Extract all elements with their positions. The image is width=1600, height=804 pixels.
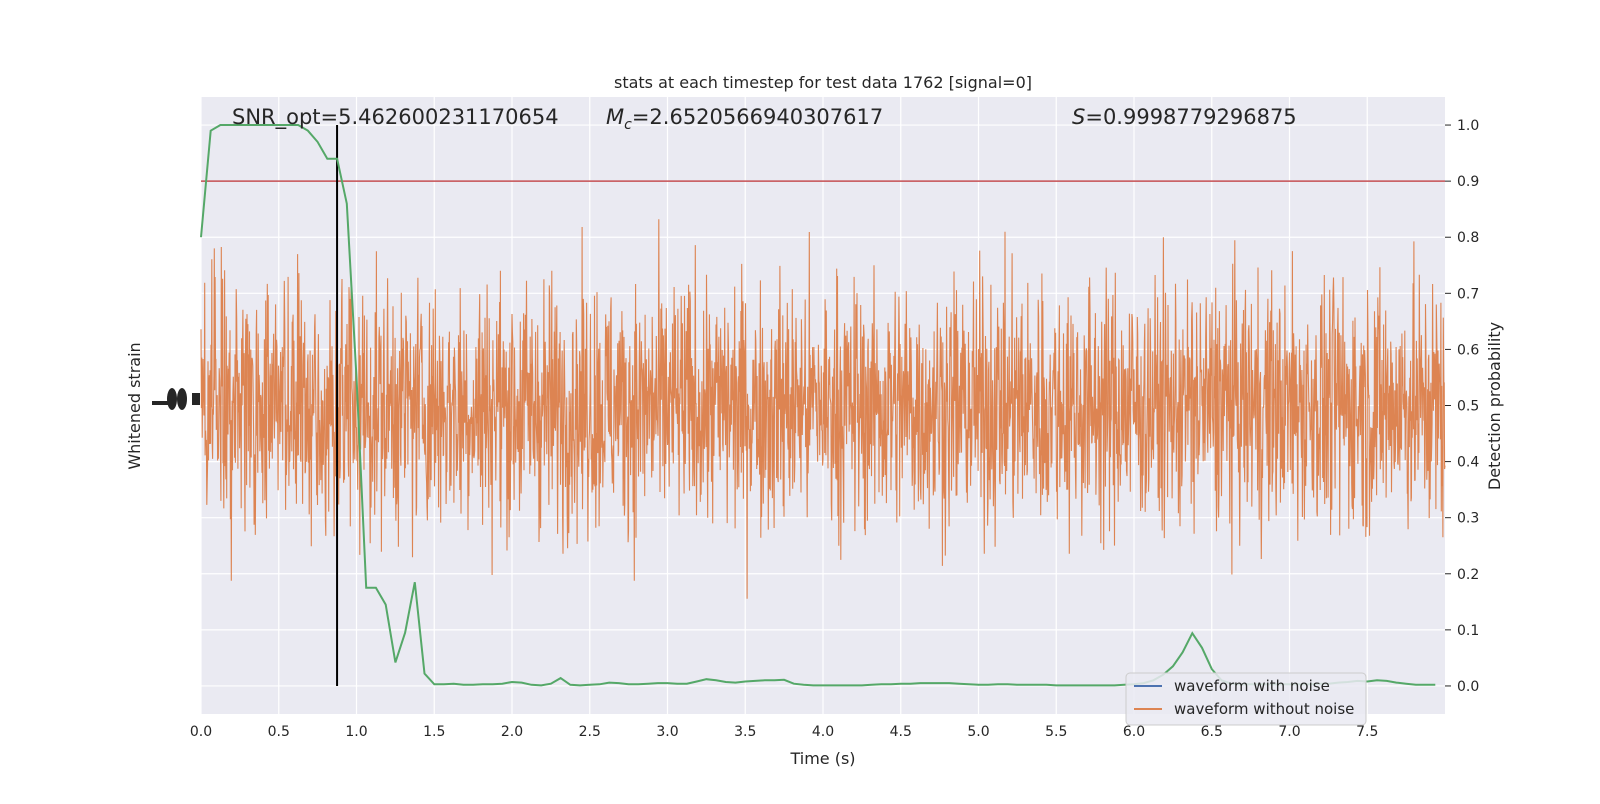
x-axis-label: Time (s): [789, 749, 855, 768]
x-tick-label: 4.5: [890, 724, 912, 740]
x-ticks: 0.0 0.5 1.0 1.5 2.0 2.5 3.0 3.5 4.0 4.5 5.0 5.5 6.0 6…: [190, 724, 1379, 740]
x-tick-label: 5.0: [967, 724, 989, 740]
x-tick-label: 5.5: [1045, 724, 1067, 740]
strain-trace: [200, 219, 1446, 599]
x-tick-label: 7.5: [1356, 724, 1378, 740]
legend-box: [1125, 672, 1367, 726]
y-tick-label: 0.9: [1457, 174, 1479, 190]
legend-label-without-noise: waveform without noise: [1174, 700, 1354, 718]
y-tick-label: 0.2: [1457, 567, 1479, 583]
x-tick-label: 0.5: [268, 724, 290, 740]
y-tick-label: 0.8: [1457, 230, 1479, 246]
y-tick-label: 0.1: [1457, 623, 1479, 639]
y-tick-label: 0.3: [1457, 511, 1479, 527]
x-tick-label: 1.0: [345, 724, 367, 740]
x-tick-label: 7.0: [1278, 724, 1300, 740]
y-tick-label: 0.5: [1457, 399, 1479, 415]
x-tick-label: 4.0: [812, 724, 834, 740]
strain-waveform: [200, 219, 1446, 599]
y-tick-label: 0.7: [1457, 286, 1479, 302]
x-tick-label: 6.5: [1201, 724, 1223, 740]
x-tick-label: 0.0: [190, 724, 212, 740]
y-axis-label-right: Detection probability: [1485, 322, 1504, 490]
x-tick-label: 2.5: [579, 724, 601, 740]
snr-annotation: SNR_opt=5.462600231170654: [232, 105, 559, 130]
y-tick-label: 0.6: [1457, 342, 1479, 358]
x-tick-label: 3.0: [656, 724, 678, 740]
x-tick-label: 2.0: [501, 724, 523, 740]
y-axis-label-left: Whitened strain: [125, 342, 144, 469]
chart-title: stats at each timestep for test data 176…: [614, 73, 1032, 92]
legend: waveform with noise waveform without noi…: [1125, 672, 1367, 726]
s-annotation: S=0.9998779296875: [1072, 105, 1297, 129]
x-tick-label: 1.5: [423, 724, 445, 740]
left-tick-clutter: [152, 388, 200, 410]
legend-label-with-noise: waveform with noise: [1174, 677, 1330, 695]
y-tick-label: 0.4: [1457, 455, 1479, 471]
y-tick-label: 1.0: [1457, 118, 1479, 134]
x-tick-label: 3.5: [734, 724, 756, 740]
y-tick-label: 0.0: [1457, 679, 1479, 695]
x-tick-label: 6.0: [1123, 724, 1145, 740]
chirp-mass-annotation: Mc=2.6520566940307617: [606, 105, 883, 133]
y-ticks-right: 0.0 0.1 0.2 0.3 0.4 0.5 0.6 0.7 0.8 0.9 1.0: [1445, 118, 1479, 695]
